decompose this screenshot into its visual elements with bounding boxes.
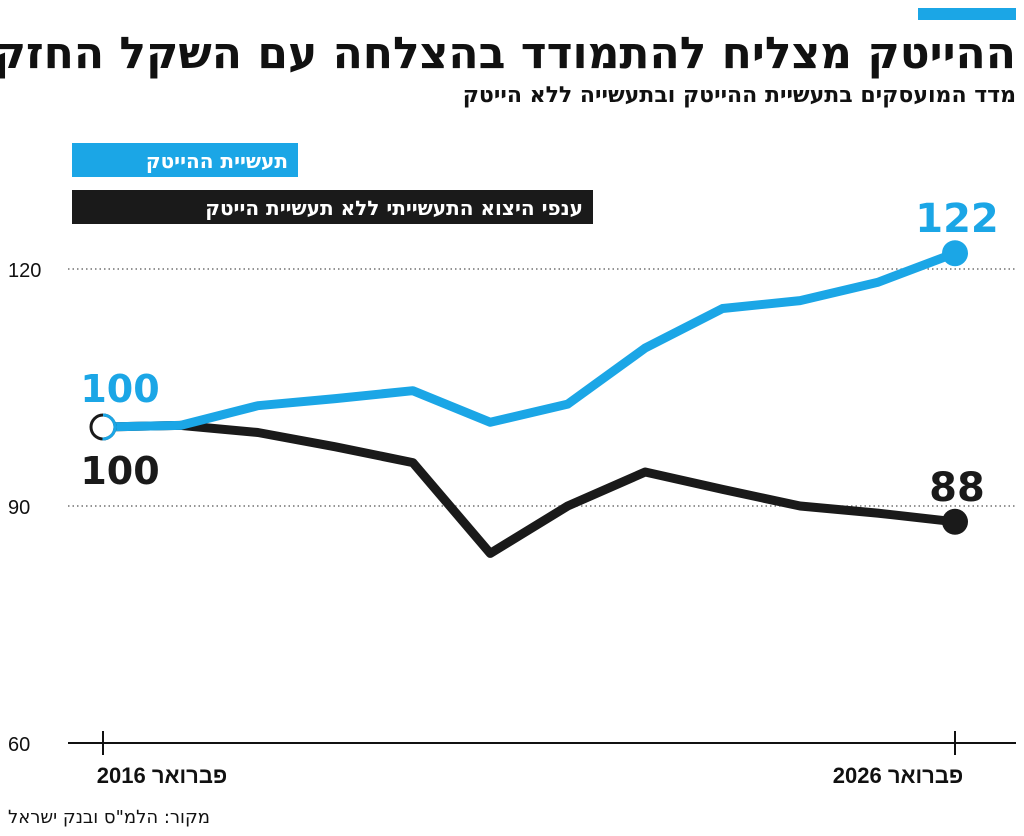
- source-note: מקור: הלמ"ס ובנק ישראל: [8, 807, 210, 828]
- legend-swatch: [72, 190, 593, 224]
- data-label: 100: [80, 367, 159, 411]
- chart-subtitle: מדד המועסקים בתעשיית ההייטק ובתעשייה ללא…: [462, 83, 1016, 108]
- data-label: 100: [80, 449, 159, 493]
- series-start-point: [89, 413, 117, 441]
- series-line: [98, 248, 960, 432]
- chart-title: ההייטק מצליח להתמודד בהצלחה עם השקל החזק: [0, 28, 1016, 79]
- legend-label: ענפי היצוא התעשייתי ללא תעשיית הייטק: [205, 196, 583, 220]
- legend-swatch: [72, 143, 298, 177]
- data-label: 88: [929, 465, 985, 511]
- series-line: [98, 420, 960, 558]
- line-chart: 60 90 120 פברואר 2016 פברואר 2026 תעשיית ההיי…: [8, 143, 1016, 788]
- series-end-point: [942, 240, 968, 267]
- accent-bar: [918, 8, 1016, 20]
- legend-label: תעשיית ההייטק: [146, 149, 288, 173]
- y-tick-label: 90: [8, 497, 30, 519]
- y-tick-label: 60: [8, 734, 30, 756]
- data-label: 122: [915, 196, 999, 242]
- y-tick-label: 120: [8, 260, 41, 282]
- series-end-point: [942, 508, 968, 535]
- x-tick-label: פברואר 2016: [97, 763, 228, 788]
- x-tick-label: פברואר 2026: [833, 763, 964, 788]
